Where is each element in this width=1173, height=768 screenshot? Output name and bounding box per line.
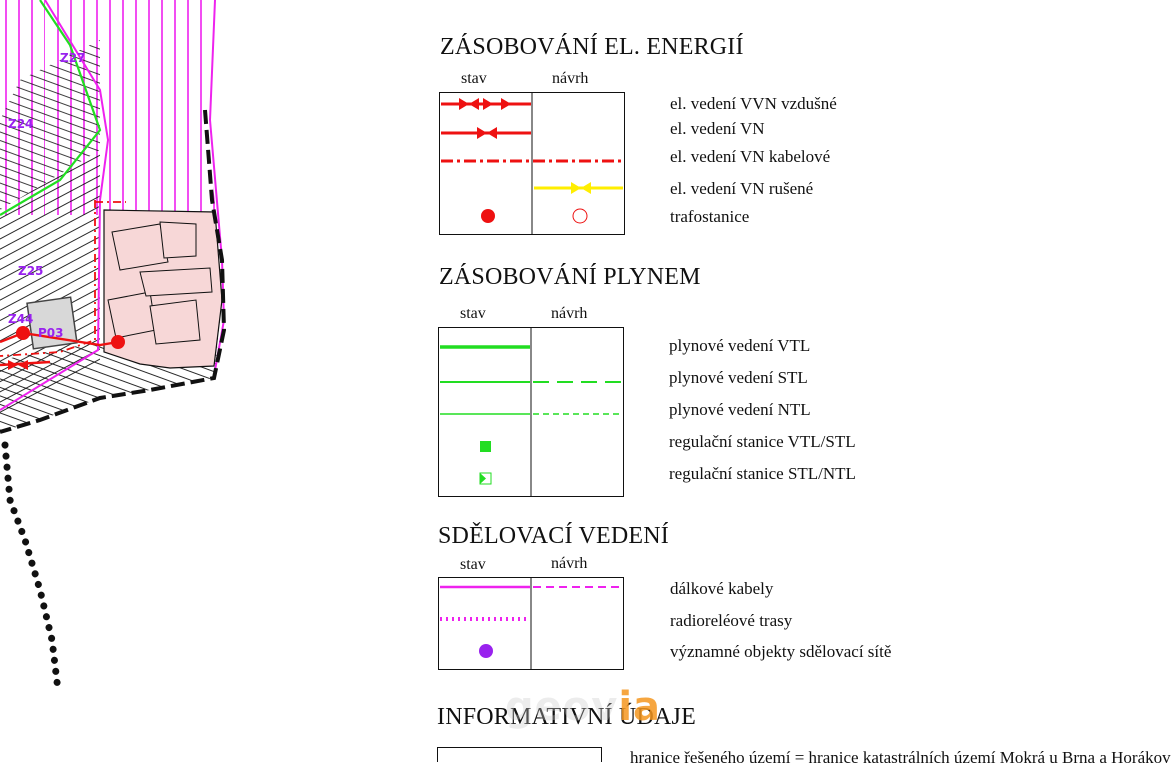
map-fragment: Z27 Z24 Z25 Z44 P03	[0, 0, 227, 694]
legend-box-gas	[438, 327, 624, 497]
label-vn: el. vedení VN	[670, 119, 765, 138]
label-vvn: el. vedení VVN vzdušné	[670, 94, 837, 113]
label-long-distance-cable: dálkové kabely	[670, 579, 774, 598]
map-label-z27: Z27	[60, 51, 85, 65]
col-head-navrh-electricity: návrh	[552, 70, 589, 87]
map-label-z24: Z24	[8, 117, 33, 131]
watermark-logo: geovia	[505, 684, 662, 730]
territory-boundary	[0, 109, 227, 434]
label-gas-stl: plynové vedení STL	[669, 368, 808, 387]
label-vn-cable: el. vedení VN kabelové	[670, 147, 831, 166]
col-head-navrh-telecom: návrh	[551, 555, 588, 572]
symbol-transformer-existing	[481, 209, 495, 223]
cadastral-boundary	[1, 441, 62, 694]
plot-hatch-mid	[0, 40, 100, 210]
transformer-station-map	[16, 326, 30, 340]
section-title-telecom: SDĚLOVACÍ VEDENÍ	[438, 523, 669, 549]
label-territory-boundary: hranice řešeného území = hranice katastr…	[630, 748, 1171, 767]
symbol-vn-cancelled	[534, 182, 623, 194]
col-head-navrh-gas: návrh	[551, 305, 588, 322]
vn-arrow-map	[8, 360, 18, 370]
map-label-z25: Z25	[18, 264, 43, 278]
electric-vn-map	[0, 331, 119, 347]
symbol-vn	[441, 127, 531, 139]
section-title-gas: ZÁSOBOVÁNÍ PLYNEM	[439, 264, 701, 290]
label-transformer: trafostanice	[670, 207, 750, 226]
label-gas-vtl: plynové vedení VTL	[669, 336, 811, 355]
symbol-telecom-object	[479, 644, 493, 658]
buildings	[107, 221, 213, 345]
symbol-transformer-proposed	[572, 208, 588, 224]
label-gas-ntl: plynové vedení NTL	[669, 400, 811, 419]
legend-box-electricity	[439, 92, 625, 235]
vn-arrow-map-2	[18, 360, 28, 370]
col-head-stav-telecom: stav	[460, 556, 486, 573]
label-vn-cancelled: el. vedení VN rušené	[670, 179, 814, 198]
col-head-stav-gas: stav	[460, 305, 486, 322]
label-telecom-object: významné objekty sdělovací sítě	[670, 642, 892, 661]
telecom-line-map	[0, 0, 110, 411]
label-radio-relay: radioreléové trasy	[670, 611, 793, 630]
label-regulator-vtl-stl: regulační stanice VTL/STL	[669, 432, 856, 451]
symbol-vvn-overhead	[441, 98, 531, 110]
label-regulator-stl-ntl: regulační stanice STL/NTL	[669, 464, 856, 483]
col-head-stav-electricity: stav	[461, 70, 487, 87]
symbol-regulator-stl-ntl	[479, 472, 492, 485]
symbol-regulator-vtl-stl	[480, 441, 491, 452]
gas-line-map	[0, 0, 102, 216]
map-label-p03: P03	[38, 326, 64, 340]
transformer-station-map-2	[111, 335, 125, 349]
legend-box-telecom	[438, 577, 624, 670]
legend-box-informative	[437, 747, 602, 762]
section-title-informative: INFORMATIVNÍ ÚDAJE	[437, 704, 696, 730]
map-label-z44: Z44	[8, 312, 33, 326]
section-title-electricity: ZÁSOBOVÁNÍ EL. ENERGIÍ	[440, 34, 744, 60]
